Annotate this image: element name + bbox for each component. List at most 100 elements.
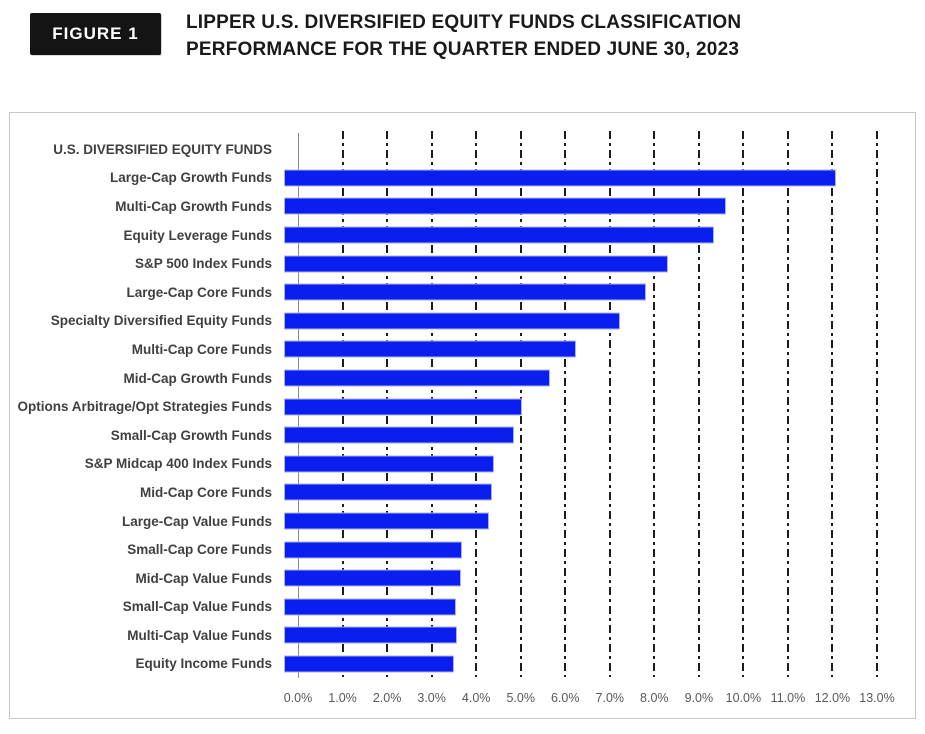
page-title: LIPPER U.S. DIVERSIFIED EQUITY FUNDS CLA…: [186, 9, 886, 63]
bar-track: [285, 593, 915, 622]
bar-track: [285, 135, 915, 164]
bar: [285, 542, 461, 558]
category-label: Small-Cap Value Funds: [122, 599, 272, 615]
x-tick-label: 2.0%: [372, 691, 402, 705]
category-row: Large-Cap Value Funds: [10, 507, 915, 536]
bar-track: [285, 335, 915, 364]
bar-track: [285, 364, 915, 393]
x-tick-label: 7.0%: [595, 691, 625, 705]
category-row: Small-Cap Core Funds: [10, 535, 915, 564]
x-tick-label: 8.0%: [640, 691, 669, 705]
bar: [285, 341, 575, 357]
x-tick-label: 12.0%: [814, 691, 851, 705]
category-label: Equity Income Funds: [135, 656, 272, 672]
x-tick-label: 13.0%: [859, 691, 895, 705]
x-tick-label: 5.0%: [506, 691, 535, 705]
gridline: [608, 131, 611, 677]
bar-track: [285, 164, 915, 193]
category-label: S&P 500 Index Funds: [134, 256, 272, 272]
category-label: Large-Cap Value Funds: [121, 513, 272, 529]
figure-badge-label: FIGURE 1: [52, 24, 139, 43]
gridline: [653, 131, 656, 677]
bar-track: [285, 249, 915, 278]
category-label: Mid-Cap Value Funds: [135, 570, 272, 586]
gridline: [564, 131, 567, 677]
category-row: U.S. DIVERSIFIED EQUITY FUNDS: [10, 135, 915, 164]
bar: [285, 256, 667, 272]
category-row: Large-Cap Growth Funds: [10, 164, 915, 193]
category-label: Options Arbitrage/Opt Strategies Funds: [17, 399, 272, 415]
x-tick-label: 9.0%: [684, 691, 714, 705]
bar-track: [285, 535, 915, 564]
category-label: Specialty Diversified Equity Funds: [50, 313, 272, 329]
category-label: Equity Leverage Funds: [123, 227, 272, 243]
bar: [285, 170, 836, 186]
category-row: Multi-Cap Value Funds: [10, 621, 915, 650]
category-row: Multi-Cap Growth Funds: [10, 192, 915, 221]
category-row: Mid-Cap Core Funds: [10, 478, 915, 507]
bar-track: [285, 192, 915, 221]
bar-track: [285, 478, 915, 507]
category-label: Mid-Cap Growth Funds: [123, 370, 272, 386]
category-label: Large-Cap Core Funds: [126, 284, 272, 300]
category-label: S&P Midcap 400 Index Funds: [84, 456, 272, 472]
category-row: Small-Cap Growth Funds: [10, 421, 915, 450]
x-tick-label: 10.0%: [725, 691, 762, 705]
bar: [285, 427, 513, 443]
x-tick-label: 1.0%: [328, 691, 357, 705]
category-row: Options Arbitrage/Opt Strategies Funds: [10, 392, 915, 421]
category-row: Mid-Cap Value Funds: [10, 564, 915, 593]
bar-track: [285, 507, 915, 536]
bar: [285, 513, 489, 529]
bar-chart-panel: U.S. DIVERSIFIED EQUITY FUNDS Large-Cap G…: [9, 112, 916, 719]
category-label: Multi-Cap Core Funds: [131, 341, 272, 357]
bar-track: [285, 278, 915, 307]
bar-track: [285, 621, 915, 650]
category-row: Small-Cap Value Funds: [10, 593, 915, 622]
bar-track: [285, 307, 915, 336]
bar: [285, 456, 493, 472]
category-label: Large-Cap Growth Funds: [110, 170, 272, 186]
gridline: [742, 131, 745, 677]
bar-track: [285, 221, 915, 250]
gridline: [831, 131, 834, 677]
x-tick-label: 6.0%: [550, 691, 580, 705]
category-label: Mid-Cap Core Funds: [140, 484, 272, 500]
bar: [285, 227, 713, 243]
bar-track: [285, 650, 915, 679]
gridline: [786, 131, 789, 677]
bar-track: [285, 450, 915, 479]
category-row: Mid-Cap Growth Funds: [10, 364, 915, 393]
gridline: [876, 131, 878, 677]
page-title-line1: LIPPER U.S. DIVERSIFIED EQUITY FUNDS CLA…: [186, 12, 742, 33]
bar: [285, 284, 645, 300]
category-row: Equity Income Funds: [10, 650, 915, 679]
category-row: Large-Cap Core Funds: [10, 278, 915, 307]
bar: [285, 484, 492, 500]
category-label: Small-Cap Core Funds: [127, 542, 272, 558]
x-tick-label: 11.0%: [770, 691, 806, 705]
bar: [285, 313, 620, 329]
bar: [285, 198, 726, 214]
category-row: S&P 500 Index Funds: [10, 249, 915, 278]
x-tick-label: 3.0%: [417, 691, 446, 705]
category-row: S&P Midcap 400 Index Funds: [10, 450, 915, 479]
x-tick-label: 4.0%: [461, 691, 491, 705]
bar: [285, 599, 456, 615]
category-row: Equity Leverage Funds: [10, 221, 915, 250]
category-row: Specialty Diversified Equity Funds: [10, 307, 915, 336]
gridline: [697, 131, 700, 677]
category-row: Multi-Cap Core Funds: [10, 335, 915, 364]
chart-rows: U.S. DIVERSIFIED EQUITY FUNDS Large-Cap G…: [10, 135, 915, 678]
category-label: Multi-Cap Growth Funds: [115, 198, 272, 214]
category-label: Multi-Cap Value Funds: [127, 627, 272, 643]
x-axis-tick-labels: 0.0% 1.0% 2.0% 3.0% 4.0% 5.0% 6.0% 7.0% 8.0% 9.0%…: [10, 691, 915, 709]
bar-track: [285, 564, 915, 593]
figure-badge: FIGURE 1: [30, 13, 161, 55]
bar-track: [285, 392, 915, 421]
category-label: Small-Cap Growth Funds: [110, 427, 272, 443]
bar: [285, 656, 453, 672]
bar-track: [285, 421, 915, 450]
bar: [285, 399, 522, 415]
bar: [285, 370, 549, 386]
